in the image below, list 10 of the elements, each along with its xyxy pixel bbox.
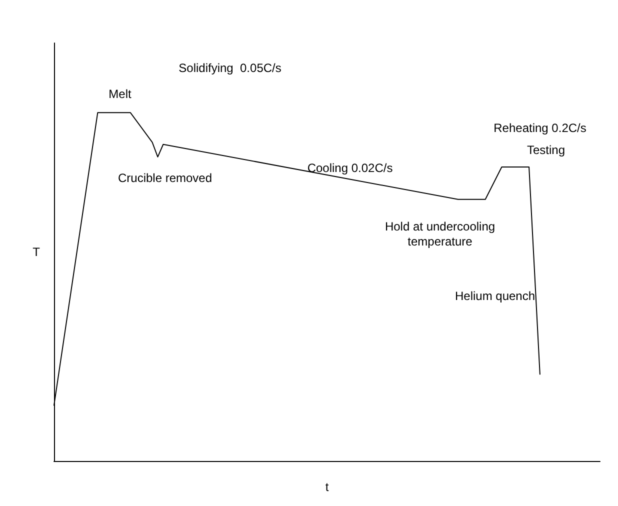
annotation: Crucible removed [118,171,212,185]
annotation: Reheating 0.2C/s [494,121,586,135]
annotation: Hold at undercooling temperature [384,220,496,248]
annotation: Helium quench [454,289,536,303]
text: Melt [108,87,132,101]
x-axis-title: t [325,480,330,494]
text: Solidifying 0.05C/s [178,61,282,75]
annotation: Cooling 0.02C/s [307,161,393,175]
y-axis-title: T [32,245,41,259]
annotation: Testing [526,143,566,157]
